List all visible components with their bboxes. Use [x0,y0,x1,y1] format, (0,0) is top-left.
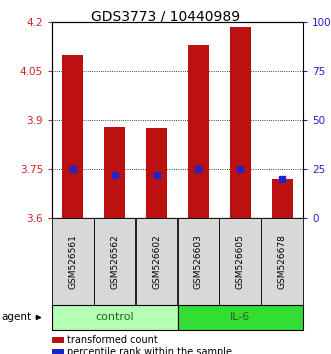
Text: control: control [95,313,134,322]
Bar [272,179,293,218]
Text: GDS3773 / 10440989: GDS3773 / 10440989 [91,10,240,24]
Text: GSM526602: GSM526602 [152,234,161,289]
Bar [230,27,251,218]
Text: transformed count: transformed count [67,335,158,345]
Text: GSM526561: GSM526561 [69,234,77,289]
Bar [146,128,167,218]
Bar [104,126,125,218]
Text: GSM526562: GSM526562 [110,234,119,289]
Bar [63,55,83,218]
Text: GSM526678: GSM526678 [278,234,287,289]
Bar [188,45,209,218]
Text: percentile rank within the sample: percentile rank within the sample [67,347,232,354]
Text: GSM526603: GSM526603 [194,234,203,289]
Text: GSM526605: GSM526605 [236,234,245,289]
Text: IL-6: IL-6 [230,313,250,322]
Text: agent: agent [2,313,32,322]
